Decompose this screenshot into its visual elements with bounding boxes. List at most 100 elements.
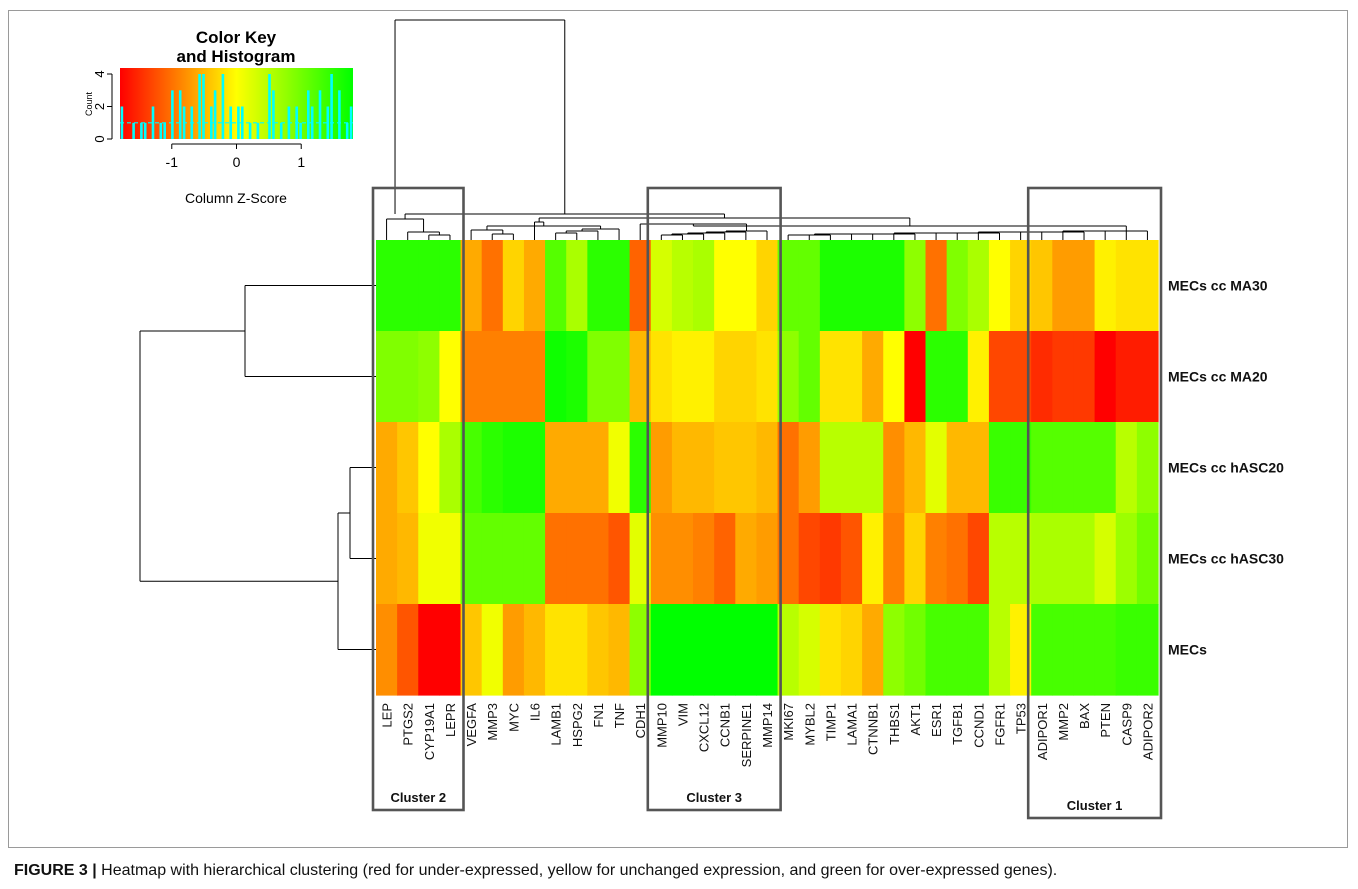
heatmap-cell-esr1-4	[925, 604, 948, 696]
column-label: MMP10	[654, 703, 669, 748]
heatmap-cell-mmp2-0	[1052, 240, 1075, 332]
caption-text: Heatmap with hierarchical clustering (re…	[96, 862, 1058, 879]
heatmap-cell-pten-1	[1094, 331, 1117, 423]
heatmap-cell-vim-0	[671, 240, 694, 332]
heatmap-cell-mmp10-4	[650, 604, 673, 696]
heatmap-cell-mmp3-3	[481, 513, 504, 605]
column-label: LEPR	[443, 703, 458, 737]
heatmap-cell-lama1-0	[840, 240, 863, 332]
heatmap-cell-fgfr1-1	[988, 331, 1011, 423]
heatmap-cell-fn1-0	[587, 240, 610, 332]
color-key-xlabel: Column Z-Score	[185, 190, 287, 206]
heatmap-cell-adipor1-0	[1031, 240, 1053, 332]
heatmap-cell-mybl2-3	[798, 513, 821, 605]
column-label: TNF	[612, 703, 627, 728]
heatmap-cell-mmp3-1	[481, 331, 504, 423]
heatmap-cell-mmp3-4	[481, 604, 504, 696]
heatmap-cell-mmp14-3	[756, 513, 779, 605]
heatmap-cell-timp1-4	[819, 604, 842, 696]
heatmap-cell-adipor1-1	[1031, 331, 1053, 423]
heatmap-cell-mmp10-0	[650, 240, 673, 332]
heatmap-cell-ccnd1-3	[967, 513, 990, 605]
column-label: CXCL12	[697, 703, 712, 752]
heatmap-cell-adipor1-2	[1031, 422, 1053, 514]
heatmap-cell-akt1-2	[904, 422, 927, 514]
heatmap-cell-lamb1-3	[545, 513, 567, 605]
column-label: MKI67	[781, 703, 796, 741]
heatmap-cell-ccnb1-3	[714, 513, 736, 605]
column-label: TGFB1	[950, 703, 965, 745]
heatmap-cell-tnf-1	[608, 331, 631, 423]
heatmap-cell-adipor1-4	[1031, 604, 1053, 696]
heatmap-cell-ptgs2-1	[397, 331, 419, 423]
heatmap-cell-bax-4	[1073, 604, 1096, 696]
heatmap-cell-ccnb1-4	[714, 604, 736, 696]
key-x-tick-label: -1	[166, 154, 179, 170]
heatmap-cell-adipor2-0	[1136, 240, 1159, 332]
heatmap-cell-thbs1-0	[883, 240, 905, 332]
heatmap-cell-ctnnb1-0	[862, 240, 884, 332]
row-label: MECs cc MA30	[1168, 278, 1268, 294]
heatmap-cell-mybl2-2	[798, 422, 821, 514]
heatmap-cell-lamb1-0	[545, 240, 567, 332]
heatmap-cell-fn1-3	[587, 513, 610, 605]
heatmap-cell-ctnnb1-1	[862, 331, 884, 423]
heatmap-cell-vegfa-4	[460, 604, 483, 696]
column-label: IL6	[528, 703, 543, 721]
column-label: ADIPOR2	[1140, 703, 1155, 760]
color-key-title-line1: Color Key	[196, 28, 277, 47]
color-key: Color Key and Histogram Count 0 2 4 -1 0 1 C…	[84, 28, 353, 206]
heatmap-cell-ccnd1-1	[967, 331, 990, 423]
column-label: PTEN	[1098, 703, 1113, 738]
heatmap-cell-tgfb1-0	[946, 240, 969, 332]
heatmap-cell-esr1-1	[925, 331, 948, 423]
heatmap-cell-adipor2-4	[1136, 604, 1159, 696]
heatmap-cell-lepr-4	[439, 604, 462, 696]
heatmap-cell-bax-3	[1073, 513, 1096, 605]
heatmap-cell-cdh1-4	[629, 604, 652, 696]
heatmap-cell-ptgs2-2	[397, 422, 419, 514]
column-label: ESR1	[929, 703, 944, 737]
heatmap-cell-fgfr1-4	[988, 604, 1011, 696]
heatmap-cell-ccnb1-1	[714, 331, 736, 423]
heatmap-cell-adipor2-2	[1136, 422, 1159, 514]
heatmap-cell-hspg2-2	[566, 422, 588, 514]
heatmap-cell-bax-2	[1073, 422, 1096, 514]
column-label: AKT1	[908, 703, 923, 736]
heatmap-cell-mybl2-4	[798, 604, 821, 696]
heatmap-cell-timp1-0	[819, 240, 842, 332]
heatmap-cell-bax-1	[1073, 331, 1096, 423]
heatmap-cell-mki67-0	[777, 240, 800, 332]
color-key-title-line2: and Histogram	[176, 47, 295, 66]
column-label: CASP9	[1119, 703, 1134, 746]
heatmap-cell-mybl2-0	[798, 240, 821, 332]
heatmap-cell-tgfb1-3	[946, 513, 969, 605]
heatmap-cell-tp53-1	[1010, 331, 1032, 423]
color-key-gradient	[120, 68, 353, 139]
cluster-label: Cluster 1	[1067, 798, 1123, 813]
color-key-ylabel: Count	[84, 92, 94, 117]
heatmap-cell-mmp2-2	[1052, 422, 1075, 514]
heatmap-cell-cdh1-2	[629, 422, 652, 514]
column-label: MMP2	[1056, 703, 1071, 741]
heatmap-cell-myc-3	[502, 513, 525, 605]
heatmap-cell-lep-0	[376, 240, 398, 332]
heatmap-cell-cdh1-0	[629, 240, 652, 332]
heatmap-cell-cxcl12-2	[693, 422, 715, 514]
heatmap-cell-mmp2-3	[1052, 513, 1075, 605]
column-label: CDH1	[633, 703, 648, 738]
heatmap-cell-esr1-2	[925, 422, 948, 514]
heatmap-cell-akt1-0	[904, 240, 927, 332]
heatmap-cell-thbs1-1	[883, 331, 905, 423]
heatmap-cell-mmp3-0	[481, 240, 504, 332]
heatmap-cell-cyp19a1-0	[418, 240, 441, 332]
heatmap-cell-tgfb1-4	[946, 604, 969, 696]
key-x-tick-label: 0	[233, 154, 241, 170]
heatmap-cell-ptgs2-3	[397, 513, 419, 605]
column-label: CYP19A1	[422, 703, 437, 760]
heatmap-cell-tnf-3	[608, 513, 631, 605]
row-label: MECs cc hASC30	[1168, 551, 1284, 567]
heatmap-cell-lama1-1	[840, 331, 863, 423]
heatmap-cell-hspg2-1	[566, 331, 588, 423]
